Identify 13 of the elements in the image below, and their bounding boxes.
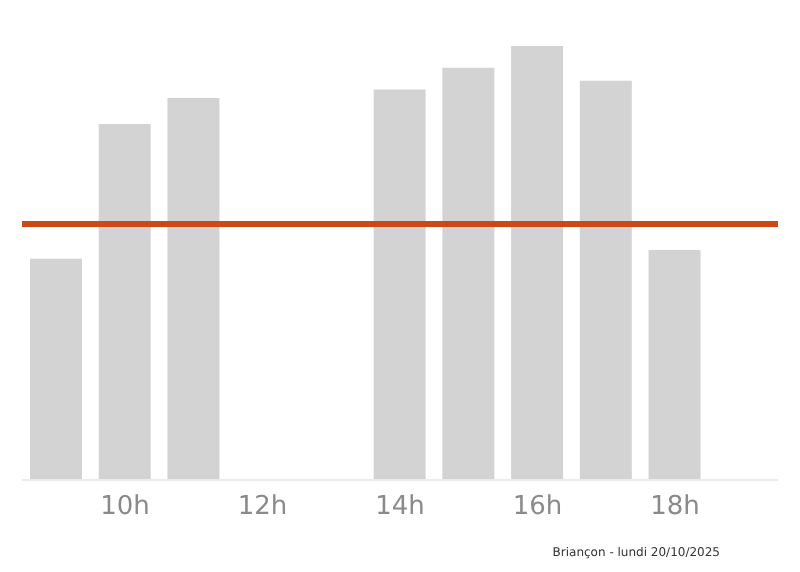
- bar: [442, 67, 495, 480]
- bar: [98, 124, 151, 480]
- x-tick-label: 14h: [375, 492, 425, 523]
- bar: [579, 80, 632, 480]
- bar: [373, 89, 426, 480]
- bar: [648, 249, 701, 480]
- bar: [511, 46, 564, 480]
- bar: [167, 98, 220, 480]
- x-tick-label: 10h: [100, 492, 150, 523]
- bar: [30, 258, 82, 480]
- x-tick-label: 12h: [237, 492, 288, 523]
- x-tick-label: 18h: [650, 492, 700, 523]
- x-tick-label: 16h: [512, 492, 563, 523]
